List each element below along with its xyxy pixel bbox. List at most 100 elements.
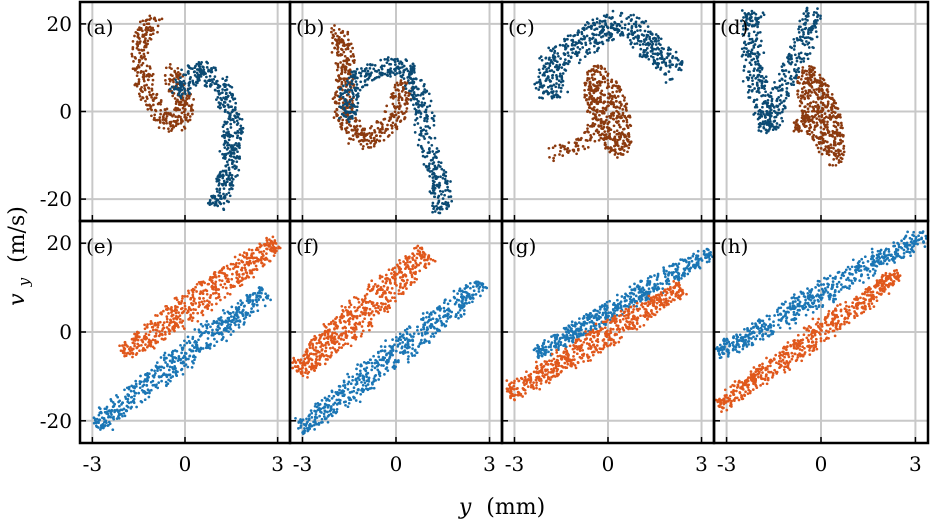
data-point (149, 319, 153, 323)
data-point (588, 110, 592, 114)
data-point (588, 106, 592, 110)
data-point (556, 52, 560, 55)
data-point (612, 105, 616, 109)
data-point (625, 120, 629, 124)
data-point (168, 79, 172, 83)
data-point (552, 95, 556, 99)
data-point (222, 192, 225, 196)
data-point (808, 129, 811, 133)
data-point (208, 200, 212, 204)
data-point (797, 27, 800, 31)
data-point (416, 100, 420, 103)
data-point (346, 32, 350, 36)
data-point (538, 56, 541, 60)
data-point (225, 75, 229, 79)
data-point (802, 71, 806, 74)
data-point (154, 108, 157, 112)
data-point (338, 95, 341, 99)
data-point (275, 249, 278, 253)
data-point (140, 85, 143, 89)
data-point (541, 96, 545, 100)
data-point (97, 413, 101, 417)
data-point (262, 257, 266, 261)
data-point (750, 15, 753, 19)
data-point (817, 96, 820, 99)
data-point (821, 88, 824, 92)
data-point (619, 116, 622, 120)
data-point (761, 11, 765, 15)
data-point (566, 44, 570, 48)
data-point (797, 31, 801, 34)
data-point (196, 319, 200, 323)
data-point (366, 145, 370, 149)
data-point (340, 121, 344, 125)
data-point (256, 248, 260, 252)
data-point (603, 67, 607, 71)
data-point (143, 44, 147, 48)
data-point (372, 67, 376, 71)
data-point (184, 118, 188, 122)
data-point (192, 82, 196, 86)
data-point (441, 190, 445, 193)
data-point (792, 37, 796, 41)
data-point (145, 97, 149, 100)
data-point (221, 285, 225, 289)
data-point (623, 26, 627, 30)
data-point (767, 94, 771, 98)
data-point (435, 156, 438, 160)
data-point (230, 110, 234, 114)
data-point (807, 11, 810, 15)
data-point (262, 249, 266, 253)
data-point (787, 52, 791, 56)
data-point (218, 149, 222, 153)
data-point (340, 82, 344, 86)
data-point (145, 325, 149, 329)
data-point (748, 61, 752, 65)
data-point (147, 395, 151, 399)
data-point (583, 36, 587, 39)
data-point (598, 19, 602, 23)
data-point (423, 117, 427, 121)
data-point (179, 302, 183, 305)
data-point (770, 99, 774, 103)
data-point (122, 407, 126, 411)
data-point (187, 357, 190, 361)
data-point (596, 64, 600, 68)
data-point (138, 380, 142, 383)
data-point (613, 130, 616, 134)
data-point (354, 72, 358, 75)
points-group (130, 14, 245, 212)
data-point (229, 262, 233, 266)
data-point (216, 96, 220, 99)
data-point (215, 190, 219, 193)
y-tick-label: 20 (47, 12, 72, 36)
data-point (602, 133, 606, 137)
data-point (749, 55, 752, 58)
data-point (214, 68, 218, 72)
data-point (223, 88, 227, 92)
data-point (220, 98, 224, 102)
data-point (405, 67, 408, 71)
data-point (347, 38, 350, 42)
data-point (575, 54, 579, 58)
data-point (210, 194, 213, 198)
data-point (822, 78, 826, 82)
data-point (191, 295, 195, 299)
data-point (678, 66, 681, 70)
data-point (817, 150, 821, 154)
data-point (812, 46, 815, 50)
data-point (187, 84, 191, 87)
data-point (373, 136, 376, 140)
data-point (267, 243, 271, 247)
data-point (409, 64, 412, 68)
data-point (222, 100, 226, 104)
data-point (355, 124, 359, 128)
data-point (341, 95, 345, 99)
data-point (216, 198, 220, 202)
data-point (805, 36, 808, 39)
data-point (634, 22, 638, 26)
data-point (133, 83, 137, 87)
data-point (561, 83, 565, 87)
data-point (180, 351, 183, 355)
